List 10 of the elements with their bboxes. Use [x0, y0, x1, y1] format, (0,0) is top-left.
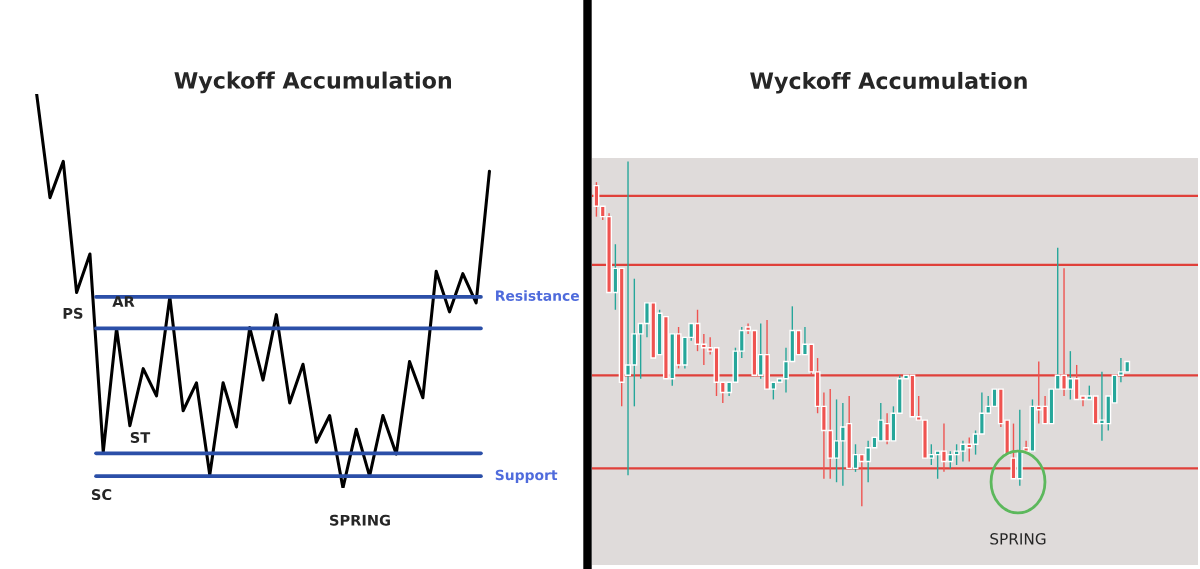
ref-line-label: Support — [495, 469, 558, 483]
ref-line-label: Resistance — [496, 290, 580, 301]
annotation: AR — [112, 296, 135, 307]
chart-title: Wyckoff Accumulation — [750, 71, 1027, 94]
annotation: PS — [63, 307, 83, 319]
chart-title: Wyckoff Accumulation — [174, 71, 452, 94]
annotation: ST — [130, 431, 151, 443]
text: SPRING — [990, 533, 1046, 545]
text: SPRING — [330, 514, 390, 526]
text: SC — [91, 489, 112, 501]
